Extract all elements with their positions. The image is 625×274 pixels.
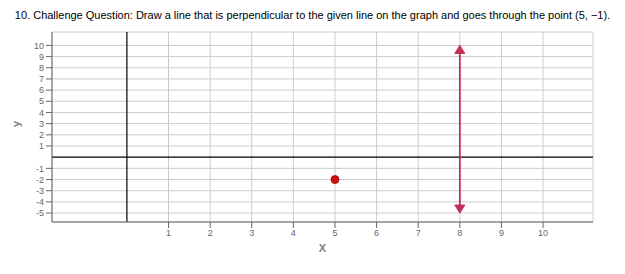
svg-text:4: 4 [291, 228, 296, 238]
svg-text:6: 6 [39, 85, 44, 95]
svg-text:7: 7 [416, 228, 421, 238]
svg-text:-1: -1 [36, 164, 44, 174]
svg-text:2: 2 [208, 228, 213, 238]
svg-text:3: 3 [39, 119, 44, 129]
svg-text:9: 9 [499, 228, 504, 238]
svg-text:1: 1 [39, 141, 44, 151]
svg-text:8: 8 [457, 228, 462, 238]
svg-text:9: 9 [39, 52, 44, 62]
svg-text:5: 5 [39, 96, 44, 106]
svg-text:10: 10 [34, 41, 44, 51]
html-text:10. Challenge Question: Draw a: 10. Challenge Question: Draw a line that… [14, 9, 611, 21]
svg-text:5: 5 [332, 228, 337, 238]
svg-text:8: 8 [39, 63, 44, 73]
svg-text:-5: -5 [36, 208, 44, 218]
svg-text:6: 6 [374, 228, 379, 238]
svg-text:3: 3 [249, 228, 254, 238]
svg-text:2: 2 [39, 130, 44, 140]
svg-text:-2: -2 [36, 175, 44, 185]
svg-text:10: 10 [538, 228, 548, 238]
svg-text:-4: -4 [36, 197, 44, 207]
svg-text:X: X [319, 242, 327, 252]
svg-text:-3: -3 [36, 186, 44, 196]
svg-text:1: 1 [166, 228, 171, 238]
svg-text:4: 4 [39, 108, 44, 118]
svg-text:7: 7 [39, 74, 44, 84]
svg-text:y: y [10, 120, 22, 127]
